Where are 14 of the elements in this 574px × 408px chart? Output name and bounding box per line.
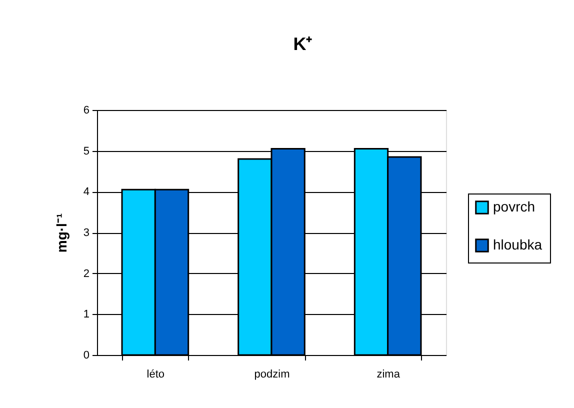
- y-tick-label: 1: [83, 308, 90, 321]
- y-tick-label: 5: [83, 145, 90, 158]
- x-tick-label: zima: [376, 368, 401, 380]
- x-tick-label: podzim: [254, 368, 290, 380]
- y-tick-label: 3: [83, 227, 90, 239]
- y-tick-label: 0: [83, 350, 90, 362]
- y-tick-label: 2: [83, 268, 90, 280]
- y-tick-label: 4: [83, 186, 90, 198]
- legend-label: hloubka: [493, 236, 542, 252]
- x-tick-label: léto: [146, 368, 165, 380]
- legend-label: povrch: [493, 198, 536, 214]
- y-axis-title: mg·l⁻¹: [53, 213, 70, 253]
- y-tick-label: 6: [83, 104, 90, 116]
- chart-title: K⁺: [293, 34, 312, 54]
